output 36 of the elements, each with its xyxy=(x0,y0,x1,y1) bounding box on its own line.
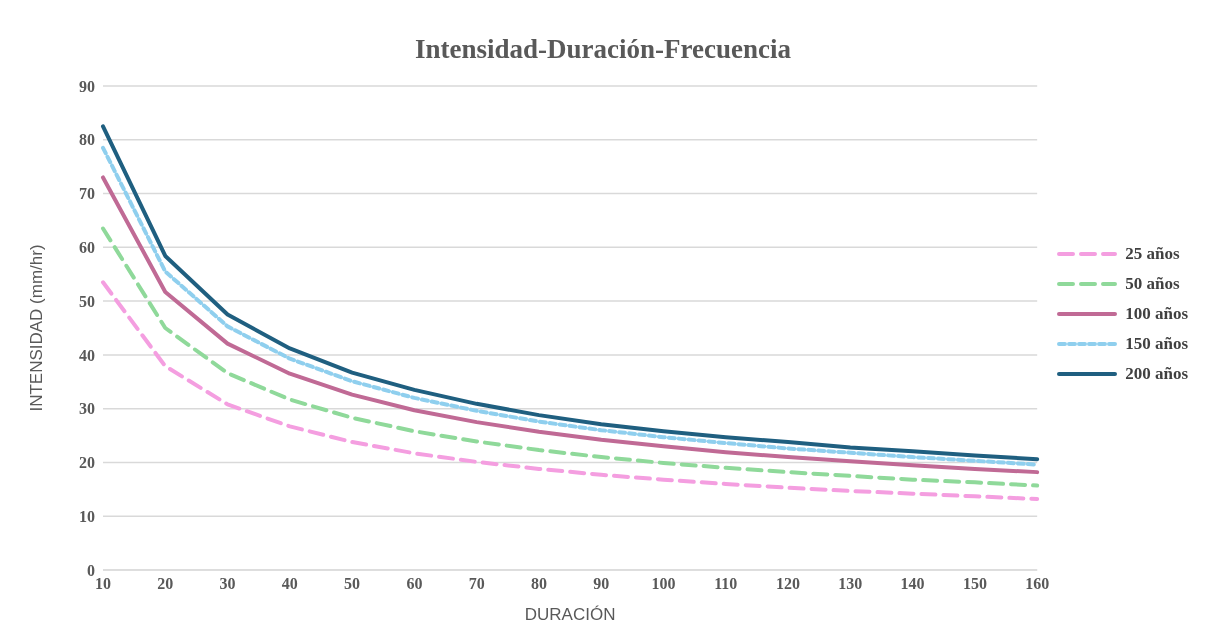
y-tick-label: 50 xyxy=(79,292,95,310)
x-axis-title: DURACIÓN xyxy=(524,605,616,624)
x-tick-label: 120 xyxy=(776,575,801,593)
x-tick-label: 150 xyxy=(962,575,987,593)
y-tick-label: 10 xyxy=(79,507,95,525)
x-tick-label: 50 xyxy=(344,575,361,593)
y-tick-label: 30 xyxy=(79,400,95,418)
legend-label: 150 años xyxy=(1125,334,1188,354)
x-tick-label: 100 xyxy=(651,575,676,593)
x-tick-label: 80 xyxy=(530,575,547,593)
x-tick-label: 10 xyxy=(95,575,111,593)
chart-title: Intensidad-Duración-Frecuencia xyxy=(414,34,792,65)
x-tick-label: 90 xyxy=(593,575,610,593)
y-tick-label: 40 xyxy=(79,346,95,364)
legend-label: 25 años xyxy=(1125,244,1180,264)
x-tick-label: 110 xyxy=(714,575,738,593)
x-tick-label: 40 xyxy=(281,575,298,593)
legend-label: 100 años xyxy=(1125,304,1188,324)
legend-label: 200 años xyxy=(1125,364,1188,384)
line-series xyxy=(101,280,1040,502)
y-tick-label: 60 xyxy=(79,239,95,257)
x-tick-label: 130 xyxy=(838,575,863,593)
y-tick-label: 80 xyxy=(79,131,95,149)
x-tick-label: 30 xyxy=(219,575,236,593)
x-tick-label: 60 xyxy=(406,575,423,593)
x-tick-label: 140 xyxy=(900,575,925,593)
line-series xyxy=(101,226,1040,488)
y-tick-label: 70 xyxy=(79,185,95,203)
x-tick-label: 160 xyxy=(1025,575,1050,593)
y-tick-label: 20 xyxy=(79,454,95,472)
y-tick-label: 0 xyxy=(87,561,95,579)
x-tick-label: 70 xyxy=(468,575,485,593)
legend-label: 50 años xyxy=(1125,274,1180,294)
x-tick-label: 20 xyxy=(157,575,174,593)
y-axis-title: INTENSIDAD (mm/hr) xyxy=(27,244,47,412)
y-tick-label: 90 xyxy=(79,77,95,95)
